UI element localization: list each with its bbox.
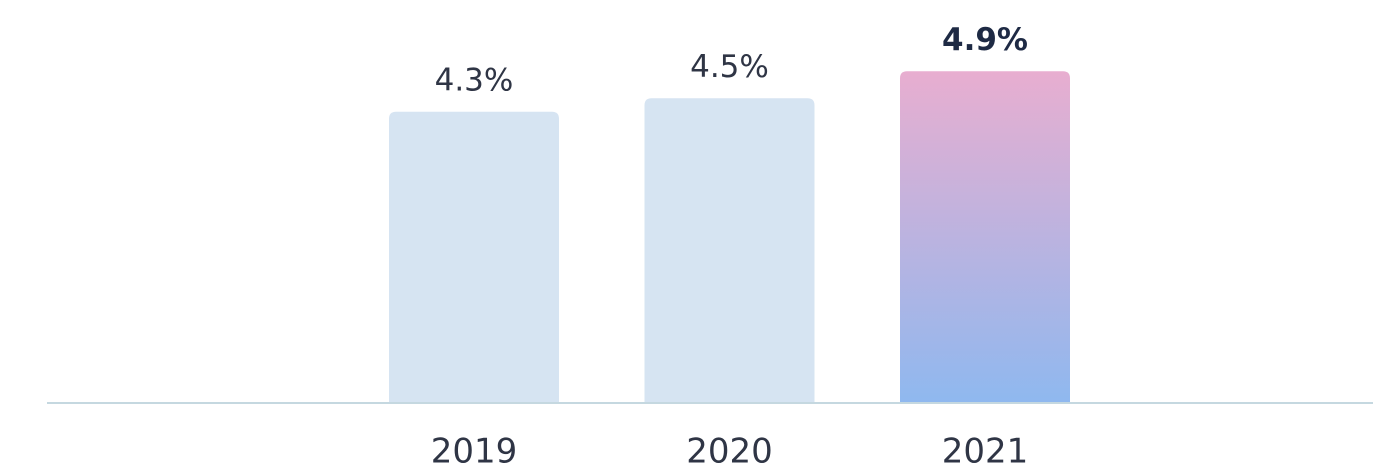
- value-label: 4.9%: [942, 22, 1028, 58]
- value-label: 4.3%: [435, 62, 514, 98]
- x-tick-label: 2020: [686, 432, 773, 471]
- value-label: 4.5%: [690, 49, 769, 85]
- bar: [389, 111, 559, 402]
- bar: [900, 71, 1070, 402]
- bar: [644, 98, 815, 402]
- x-tick-label: 2019: [431, 432, 518, 471]
- x-tick-label: 2021: [942, 432, 1029, 471]
